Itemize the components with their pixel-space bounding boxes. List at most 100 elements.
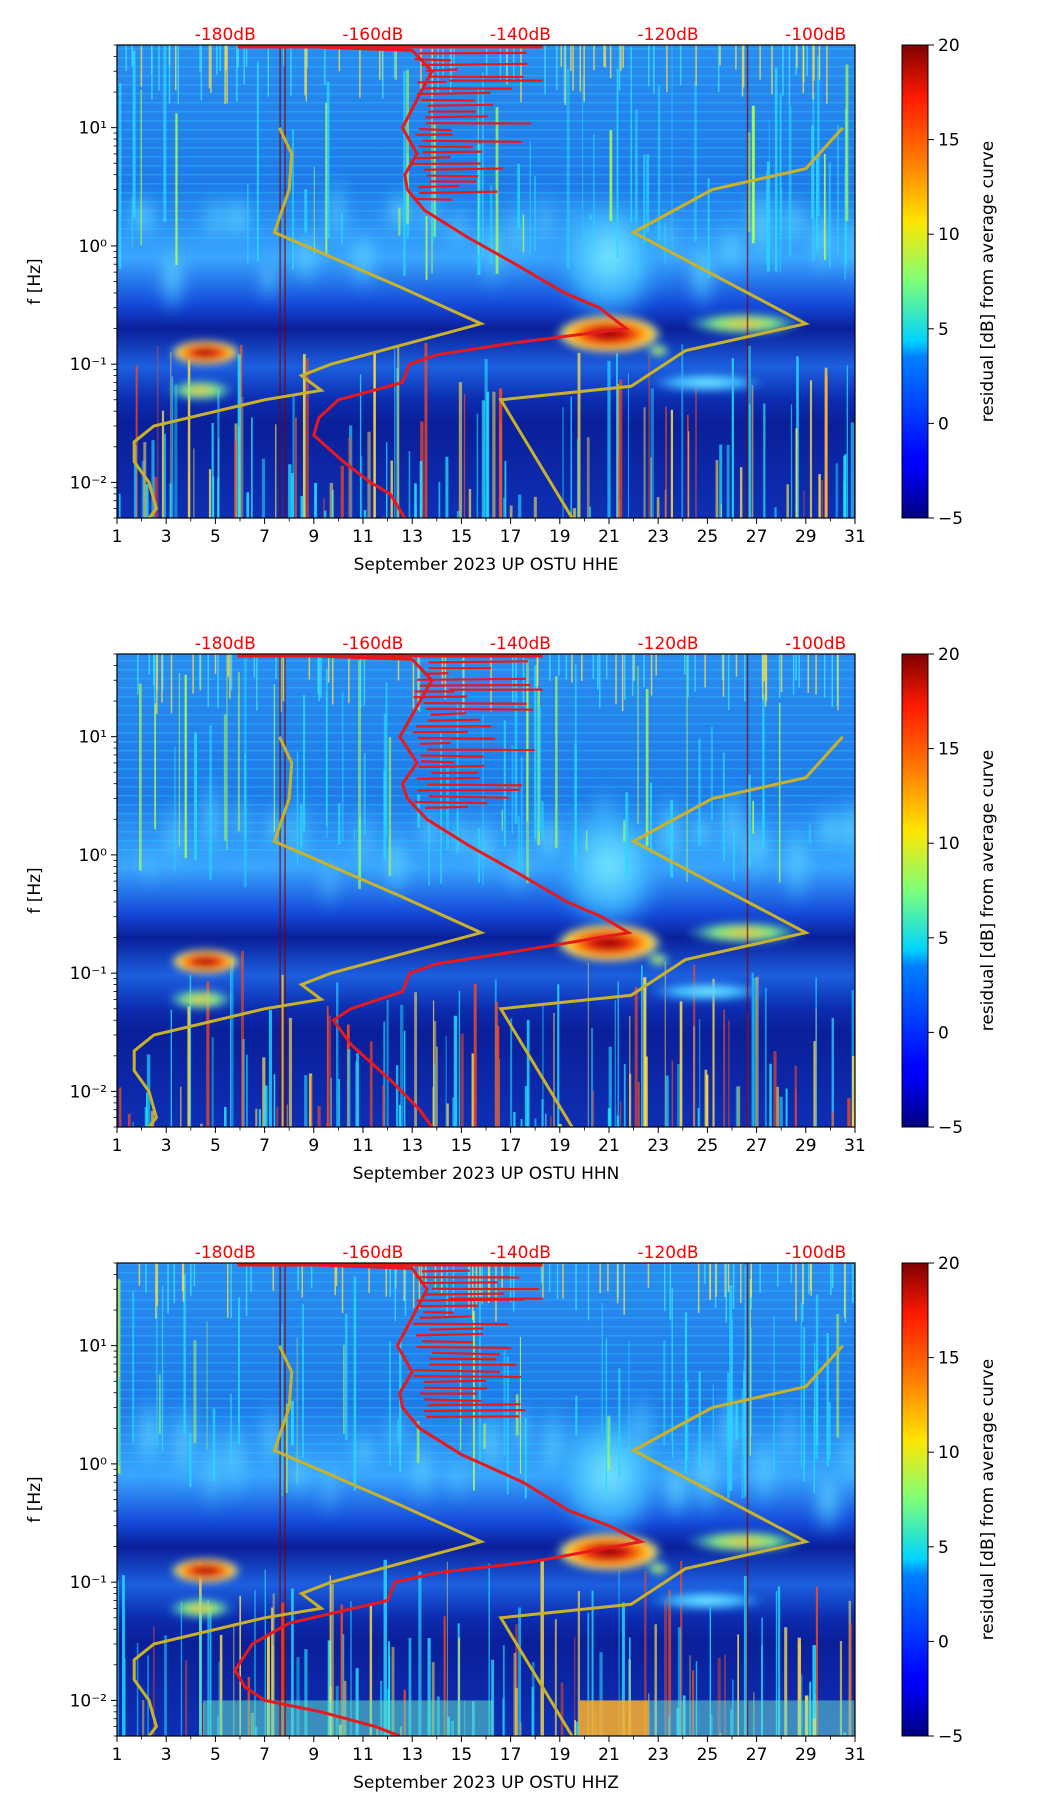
y-tick-label: 10⁻¹ — [70, 964, 107, 984]
x-tick-label: 7 — [259, 1136, 270, 1156]
y-tick-label: 10¹ — [79, 1337, 107, 1357]
colorbar-tick-label: 5 — [938, 1538, 949, 1558]
x-axis-label: September 2023 UP OSTU HHE — [354, 555, 619, 575]
colorbar: 20 15 10 5 0 −5 residual [dB] from average cur… — [901, 36, 998, 529]
x-tick-label: 5 — [210, 1745, 221, 1765]
x-tick-label: 21 — [598, 1136, 620, 1156]
db-scale-label: -180dB — [195, 25, 256, 45]
noise-model-high-curve — [498, 735, 844, 1127]
x-tick-label: 27 — [746, 1136, 768, 1156]
x-tick-label: 19 — [549, 1745, 571, 1765]
x-tick-label: 9 — [308, 1136, 319, 1156]
db-scale-label: -120dB — [638, 25, 699, 45]
db-scale-label: -120dB — [638, 634, 699, 654]
x-tick-label: 7 — [259, 1745, 270, 1765]
x-tick-label: 13 — [401, 527, 423, 547]
y-tick-label: 10⁻² — [70, 473, 107, 493]
noise-model-low-curve — [132, 736, 486, 1127]
x-tick-label: 1 — [112, 1745, 123, 1765]
x-tick-label: 15 — [451, 1745, 473, 1765]
db-scale-label: -140dB — [490, 25, 551, 45]
db-scale-label: -100dB — [785, 25, 846, 45]
panel-hhn: 1 3 5 7 9 11 13 15 17 19 21 23 25 27 29 3110⁻²10⁻¹10⁰10… — [25, 634, 998, 1184]
y-axis-label: f [Hz] — [25, 258, 45, 304]
colorbar-tick-label: 15 — [938, 1349, 960, 1369]
colorbar-tick-label: 0 — [938, 414, 949, 434]
x-tick-label: 19 — [549, 1136, 571, 1156]
colorbar-tick-label: 5 — [938, 929, 949, 949]
panel-hhz: 1 3 5 7 9 11 13 15 17 19 21 23 25 27 29 3110⁻²10⁻¹10⁰10… — [25, 1243, 998, 1793]
panel-hhe: 1 3 5 7 9 11 13 15 17 19 21 23 25 27 29 3110⁻²10⁻¹10⁰10… — [25, 25, 998, 575]
x-tick-label: 9 — [308, 527, 319, 547]
db-scale-label: -180dB — [195, 1243, 256, 1263]
y-axis-label: f [Hz] — [25, 867, 45, 913]
x-tick-label: 23 — [647, 527, 669, 547]
x-tick-label: 17 — [500, 1136, 522, 1156]
x-tick-label: 11 — [352, 1745, 374, 1765]
y-tick-label: 10¹ — [79, 119, 107, 139]
x-tick-label: 25 — [697, 527, 719, 547]
x-tick-label: 17 — [500, 527, 522, 547]
db-scale-label: -160dB — [342, 25, 403, 45]
x-tick-label: 27 — [746, 527, 768, 547]
x-tick-label: 21 — [598, 1745, 620, 1765]
x-tick-label: 23 — [647, 1136, 669, 1156]
db-scale-label: -100dB — [785, 1243, 846, 1263]
x-tick-label: 19 — [549, 527, 571, 547]
x-tick-label: 25 — [697, 1745, 719, 1765]
x-tick-label: 29 — [795, 1745, 817, 1765]
x-tick-label: 3 — [161, 1745, 172, 1765]
psd-spikes — [412, 660, 543, 809]
x-tick-label: 11 — [352, 1136, 374, 1156]
colorbar: 20 15 10 5 0 −5 residual [dB] from average cur… — [901, 645, 998, 1138]
x-axis-label: September 2023 UP OSTU HHZ — [353, 1773, 619, 1793]
db-scale-label: -160dB — [342, 1243, 403, 1263]
x-tick-label: 13 — [401, 1136, 423, 1156]
x-tick-label: 27 — [746, 1745, 768, 1765]
microseism-blobs — [166, 920, 805, 1011]
x-tick-label: 1 — [112, 527, 123, 547]
spectrogram-image — [117, 45, 855, 518]
x-tick-label: 21 — [598, 527, 620, 547]
x-tick-label: 31 — [844, 1136, 866, 1156]
noise-model-low-curve — [132, 127, 486, 518]
x-tick-label: 1 — [112, 1136, 123, 1156]
colorbar-tick-label: −5 — [938, 1118, 963, 1138]
x-tick-label: 13 — [401, 1745, 423, 1765]
y-tick-label: 10⁰ — [79, 846, 108, 866]
colorbar-tick-label: 10 — [938, 834, 960, 854]
x-tick-label: 7 — [259, 527, 270, 547]
colorbar-tick-label: 20 — [938, 645, 960, 665]
colorbar-tick-label: 20 — [938, 1254, 960, 1274]
colorbar: 20 15 10 5 0 −5 residual [dB] from average cur… — [901, 1254, 998, 1747]
microseism-blobs — [166, 1529, 805, 1620]
colorbar-tick-label: 20 — [938, 36, 960, 56]
noise-model-high-curve — [498, 126, 844, 518]
x-tick-label: 29 — [795, 527, 817, 547]
x-tick-label: 11 — [352, 527, 374, 547]
colorbar-tick-label: 15 — [938, 131, 960, 151]
colorbar-tick-label: −5 — [938, 1727, 963, 1747]
y-axis-label: f [Hz] — [25, 1476, 45, 1522]
x-tick-label: 31 — [844, 1745, 866, 1765]
mean-psd-curve — [289, 654, 634, 1127]
spectrogram-image — [117, 1263, 855, 1736]
y-tick-label: 10⁻¹ — [70, 1573, 107, 1593]
x-tick-label: 31 — [844, 527, 866, 547]
x-tick-label: 5 — [210, 527, 221, 547]
db-scale-label: -180dB — [195, 634, 256, 654]
noise-model-low-curve — [132, 1345, 486, 1736]
x-tick-label: 15 — [451, 527, 473, 547]
x-tick-label: 3 — [161, 527, 172, 547]
y-tick-label: 10⁰ — [79, 237, 108, 257]
y-tick-label: 10⁻¹ — [70, 355, 107, 375]
x-tick-label: 25 — [697, 1136, 719, 1156]
colorbar-tick-label: 0 — [938, 1632, 949, 1652]
db-scale-label: -100dB — [785, 634, 846, 654]
colorbar-tick-label: 5 — [938, 320, 949, 340]
x-tick-label: 3 — [161, 1136, 172, 1156]
y-tick-label: 10⁻² — [70, 1691, 107, 1711]
mean-psd-curve — [233, 1263, 646, 1736]
colorbar-tick-label: 0 — [938, 1023, 949, 1043]
